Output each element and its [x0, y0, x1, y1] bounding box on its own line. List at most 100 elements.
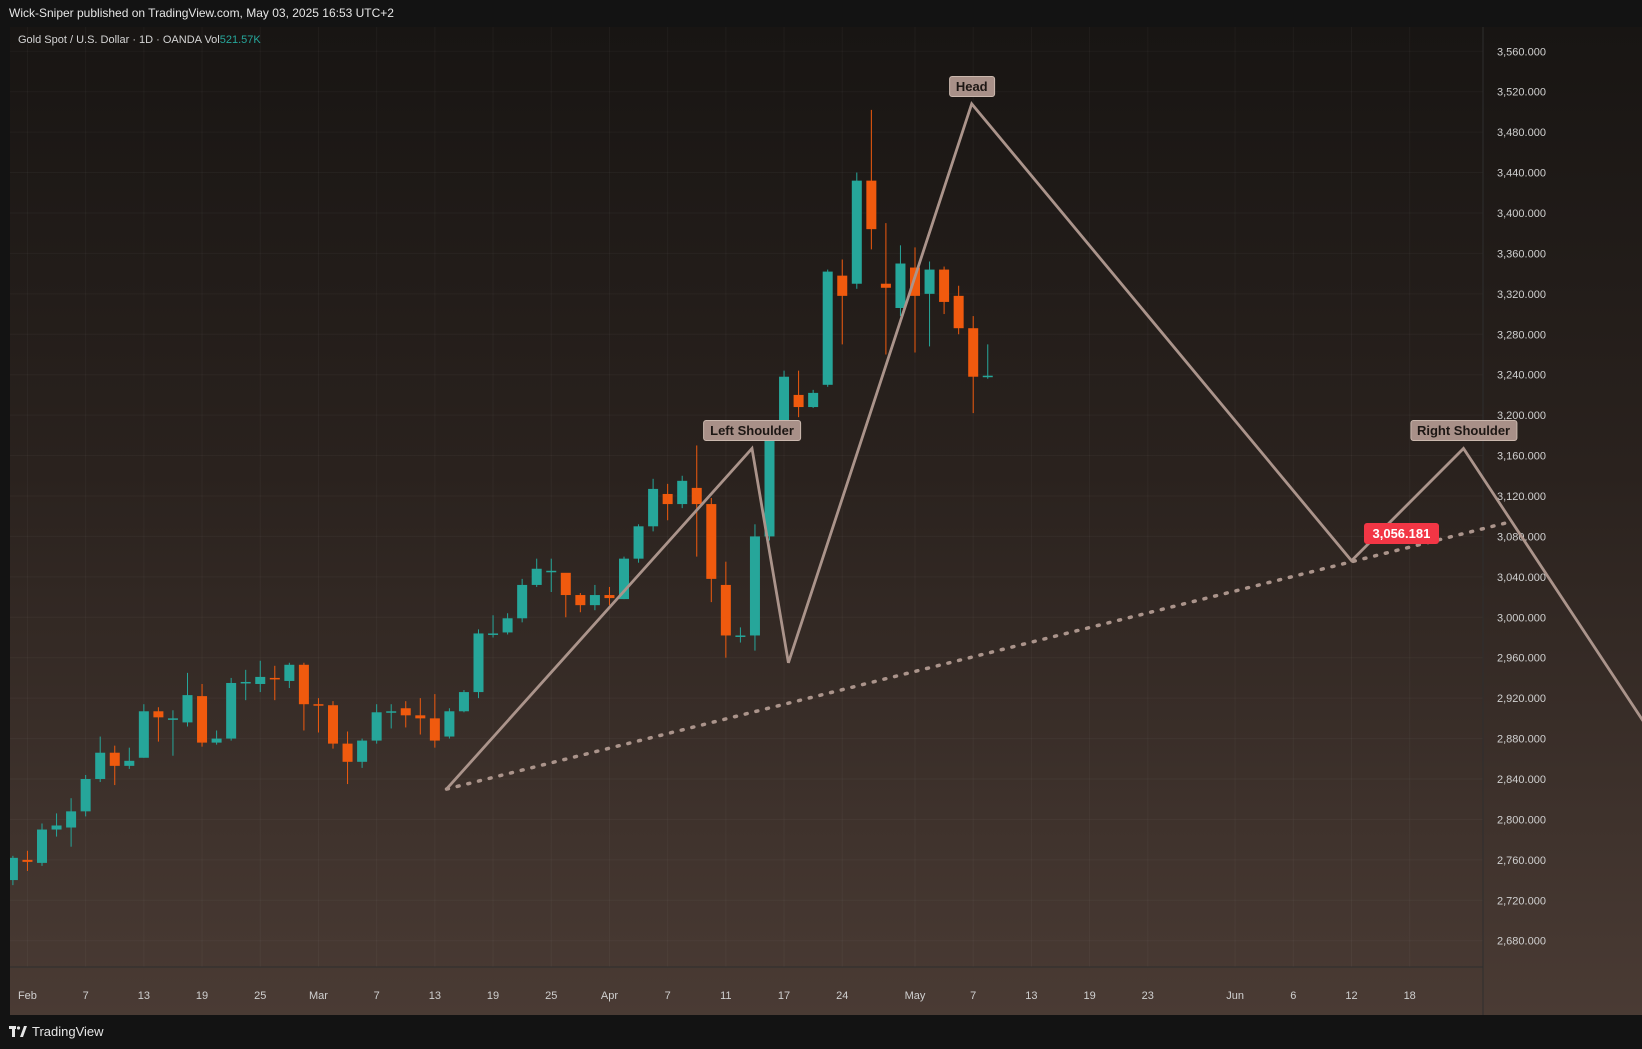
candle-down	[22, 859, 33, 862]
candle-up	[371, 712, 382, 741]
candle-up	[255, 676, 266, 684]
candle-up	[633, 526, 644, 559]
pattern-label[interactable]: Head	[948, 75, 995, 97]
footer-brand: TradingView	[32, 1024, 104, 1039]
candle-down	[604, 595, 615, 599]
y-tick-label: 2,920.000	[1497, 693, 1546, 705]
x-tick-label: 17	[778, 990, 790, 1002]
candle-down	[400, 708, 411, 716]
pattern-label[interactable]: Left Shoulder	[703, 420, 801, 442]
candle-up	[779, 376, 790, 438]
y-tick-label: 2,960.000	[1497, 653, 1546, 665]
candle-down	[662, 493, 673, 505]
x-tick-label: 19	[487, 990, 499, 1002]
candle-up	[10, 857, 18, 881]
y-tick-label: 3,520.000	[1497, 87, 1546, 99]
candle-up	[851, 180, 862, 284]
x-tick-label: 13	[138, 990, 150, 1002]
y-tick-label: 2,880.000	[1497, 734, 1546, 746]
candle-up	[502, 618, 513, 633]
x-tick-label: 7	[665, 990, 671, 1002]
y-tick-label: 3,120.000	[1497, 491, 1546, 503]
candle-up	[386, 711, 397, 713]
y-tick-label: 3,320.000	[1497, 289, 1546, 301]
footer-bar: TradingView	[0, 1015, 1642, 1049]
y-tick-label: 3,000.000	[1497, 612, 1546, 624]
x-tick-label: 7	[970, 990, 976, 1002]
volume-label: Vol	[204, 34, 220, 46]
y-tick-label: 3,480.000	[1497, 127, 1546, 139]
candle-up	[808, 392, 819, 408]
neckline	[444, 520, 1511, 791]
y-tick-label: 3,160.000	[1497, 451, 1546, 463]
x-tick-label: 11	[720, 990, 731, 1002]
candle-down	[866, 180, 877, 230]
candle-up	[95, 752, 106, 779]
x-tick-label: Mar	[309, 990, 328, 1002]
symbol-title: Gold Spot / U.S. Dollar · 1D · OANDA	[18, 34, 202, 46]
candle-up	[546, 570, 557, 573]
chart-area[interactable]: 2,680.000 2,720.000 2,760.000 2,800.000 2,84…	[10, 27, 1642, 1015]
candle-up	[764, 437, 775, 537]
candle-up	[80, 779, 91, 812]
x-tick-label: 18	[1404, 990, 1416, 1002]
candle-up	[167, 718, 178, 720]
candle-up	[531, 568, 542, 585]
candle-down	[910, 267, 920, 296]
candle-down	[691, 487, 702, 505]
x-tick-label: 13	[1025, 990, 1037, 1002]
price-chart[interactable]: 2,680.000 2,720.000 2,760.000 2,800.000 2,84…	[10, 27, 1642, 1015]
y-tick-label: 2,720.000	[1497, 895, 1546, 907]
pattern-label[interactable]: Right Shoulder	[1409, 420, 1518, 442]
candle-down	[968, 328, 979, 377]
candle-down	[313, 704, 324, 706]
candle-up	[240, 681, 251, 684]
y-tick-label: 3,560.000	[1497, 46, 1546, 58]
candle-up	[226, 682, 237, 739]
candle-down	[328, 705, 338, 744]
x-tick-label: 19	[196, 990, 208, 1002]
candle-down	[269, 677, 280, 680]
candle-down	[109, 752, 120, 766]
x-tick-label: Jun	[1226, 990, 1244, 1002]
x-tick-label: 13	[429, 990, 441, 1002]
candle-up	[648, 488, 659, 527]
candle-up	[284, 664, 295, 681]
publisher-line: Wick-Sniper published on TradingView.com…	[9, 6, 394, 20]
candle-up	[138, 711, 149, 758]
candle-down	[560, 572, 571, 596]
y-tick-label: 3,400.000	[1497, 208, 1546, 220]
candle-down	[342, 743, 353, 762]
head-shoulders-pattern	[445, 100, 1642, 791]
candle-down	[298, 664, 309, 705]
candle-down	[939, 269, 950, 302]
x-tick-label: 6	[1290, 990, 1296, 1002]
candle-up	[66, 811, 77, 828]
x-tick-label: 19	[1083, 990, 1095, 1002]
x-tick-label: 7	[374, 990, 380, 1002]
candle-up	[822, 271, 833, 385]
candle-up	[211, 738, 222, 743]
x-tick-label: 25	[254, 990, 266, 1002]
tradingview-brand[interactable]: TradingView	[9, 1024, 104, 1039]
candle-down	[197, 696, 208, 743]
x-tick-label: 12	[1345, 990, 1357, 1002]
x-tick-label: Apr	[601, 990, 618, 1002]
y-tick-label: 3,200.000	[1497, 410, 1546, 422]
candle-up	[37, 829, 47, 863]
candle-down	[793, 394, 804, 408]
candle-up	[488, 633, 499, 635]
y-tick-label: 3,240.000	[1497, 370, 1546, 382]
volume-value: 521.57K	[219, 34, 261, 46]
price-badge: 3,056.181	[1363, 522, 1440, 544]
candle-down	[429, 718, 440, 741]
y-tick-label: 3,440.000	[1497, 168, 1546, 180]
candle-up	[458, 692, 469, 712]
candle-down	[153, 711, 164, 718]
y-tick-label: 2,760.000	[1497, 855, 1546, 867]
candle-up	[473, 633, 484, 693]
tradingview-logo-icon	[9, 1025, 27, 1037]
chart-legend: Gold Spot / U.S. Dollar · 1D · OANDA Vol…	[18, 34, 261, 46]
candle-up	[357, 740, 368, 762]
x-tick-label: Feb	[18, 990, 37, 1002]
